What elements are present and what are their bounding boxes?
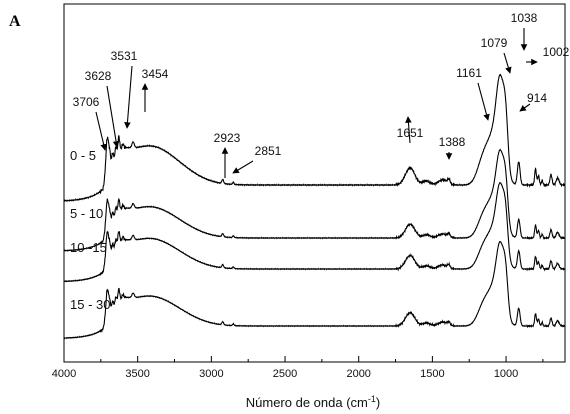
peak-arrow (519, 103, 531, 112)
panel-label: A (9, 13, 21, 30)
x-tick-label: 3000 (199, 368, 223, 380)
x-tick-label: 1500 (420, 368, 444, 380)
series-label: 5 - 10 (70, 206, 103, 221)
x-tick-label: 2500 (273, 368, 297, 380)
peak-label: 914 (527, 91, 547, 105)
peak-label: 1079 (481, 36, 508, 50)
plot-frame (63, 3, 566, 363)
peak-label: 3454 (142, 67, 169, 81)
series-label: 15 - 30 (70, 297, 110, 312)
series-label: 10 -15 (70, 240, 107, 255)
x-tick-label: 1000 (494, 368, 518, 380)
peak-label: 1651 (397, 126, 424, 140)
peak-arrow (106, 85, 120, 148)
peak-label: 1002 (543, 45, 570, 59)
peak-arrow (232, 160, 254, 174)
spectra-traces (63, 73, 566, 340)
x-tick-label: 3500 (125, 368, 149, 380)
spectrum-trace (63, 148, 566, 252)
peak-arrow (124, 65, 133, 129)
x-tick-label: 2000 (346, 368, 370, 380)
peak-label: 1038 (511, 11, 538, 25)
spectrum-trace (63, 73, 566, 202)
x-tick-label: 4000 (52, 368, 76, 380)
peak-label: 1388 (439, 135, 466, 149)
series-labels: 0 - 5 5 - 10 10 -15 15 - 30 (70, 148, 110, 312)
peak-label: 1161 (456, 66, 482, 80)
peak-arrow (405, 116, 412, 144)
spectrum-trace (63, 240, 566, 340)
x-axis-ticks: 4000 3500 3000 2500 2000 1500 1000 (52, 356, 544, 380)
spectrum-trace (63, 181, 566, 283)
peak-label: 2851 (255, 144, 282, 158)
peak-label: 3706 (73, 95, 100, 109)
peak-label: 2923 (214, 131, 241, 145)
x-axis-label: Número de onda (cm-1) (246, 394, 380, 410)
series-label: 0 - 5 (70, 148, 96, 163)
peak-label: 3628 (85, 69, 112, 83)
peak-arrow (95, 111, 107, 151)
peak-label: 3531 (111, 49, 138, 63)
peak-arrow (503, 52, 512, 74)
peak-annotations: 3706 3628 3531 3454 2923 2851 1651 1388 1161 1079… (73, 11, 570, 178)
peak-arrow (477, 82, 490, 121)
